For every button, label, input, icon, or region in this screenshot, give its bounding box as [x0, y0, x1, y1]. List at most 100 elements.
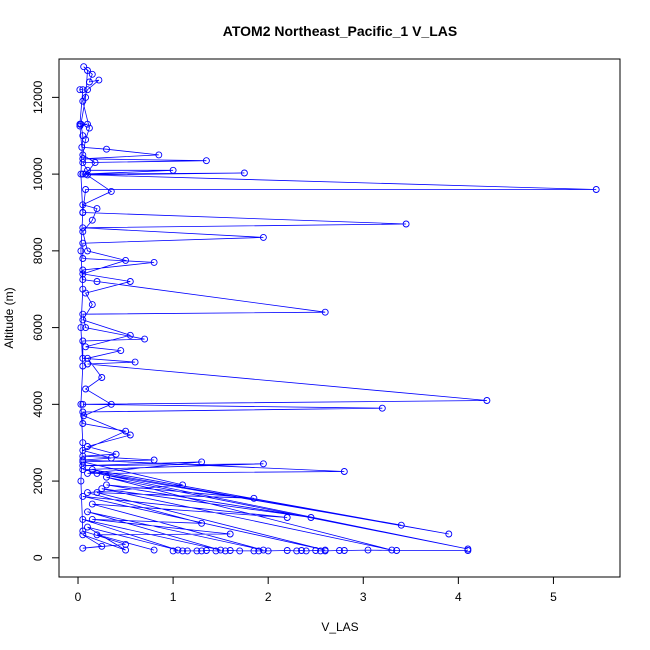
- data-point: [317, 547, 324, 555]
- data-point: [250, 494, 258, 502]
- data-point: [79, 270, 87, 278]
- x-tick-label: 0: [75, 590, 82, 604]
- data-point: [79, 515, 87, 523]
- data-point: [77, 120, 85, 128]
- data-point: [93, 205, 101, 213]
- data-point: [217, 546, 225, 554]
- data-point: [79, 337, 87, 345]
- data-point: [79, 354, 87, 362]
- data-point: [78, 143, 86, 151]
- series-layer: [76, 63, 600, 555]
- data-point: [364, 546, 372, 554]
- data-point: [88, 515, 96, 523]
- x-axis: 0 1 2 3 4 5: [75, 576, 557, 604]
- data-point: [126, 278, 134, 285]
- data-point: [445, 530, 453, 538]
- data-point: [79, 239, 87, 247]
- data-point: [174, 546, 182, 554]
- data-point: [264, 547, 272, 555]
- data-point: [202, 157, 210, 165]
- data-point: [298, 547, 305, 554]
- data-point: [77, 477, 85, 485]
- data-point: [80, 63, 88, 71]
- data-point: [302, 547, 310, 555]
- data-point: [193, 547, 201, 555]
- data-point: [321, 308, 329, 316]
- data-point: [93, 469, 101, 477]
- chart-title: ATOM2 Northeast_Pacific_1 V_LAS: [223, 23, 457, 39]
- y-tick-label: 12000: [31, 80, 45, 114]
- data-point: [88, 301, 96, 309]
- data-point: [259, 460, 267, 468]
- data-point: [82, 343, 90, 351]
- data-point: [126, 331, 134, 339]
- x-tick-label: 3: [360, 590, 367, 604]
- data-point: [169, 547, 177, 555]
- data-point: [283, 514, 291, 521]
- data-point: [79, 151, 87, 159]
- data-point: [79, 97, 87, 105]
- y-tick-label: 0: [31, 554, 45, 561]
- data-point: [212, 547, 220, 555]
- data-point: [107, 187, 115, 195]
- data-point: [226, 530, 234, 538]
- data-point: [340, 468, 348, 475]
- data-point: [312, 547, 320, 554]
- data-point: [77, 247, 85, 255]
- series-line-1: [79, 66, 597, 551]
- data-point: [84, 166, 91, 174]
- data-point: [84, 67, 91, 74]
- data-point: [88, 216, 96, 224]
- data-point: [259, 546, 267, 554]
- data-point: [79, 266, 87, 274]
- data-point: [88, 500, 96, 508]
- data-point: [179, 547, 187, 555]
- data-point: [95, 76, 103, 84]
- data-point: [122, 427, 130, 435]
- data-point: [179, 481, 187, 489]
- data-point: [79, 255, 87, 262]
- data-point: [122, 540, 130, 548]
- x-tick-label: 1: [170, 590, 177, 604]
- data-point: [79, 159, 87, 167]
- data-point: [82, 170, 90, 178]
- data-point: [79, 527, 87, 535]
- data-point: [82, 186, 90, 193]
- data-point: [84, 523, 91, 531]
- data-point: [112, 450, 120, 458]
- data-point: [79, 155, 87, 163]
- data-point: [198, 519, 206, 527]
- x-tick-label: 2: [265, 590, 272, 604]
- y-tick-label: 10000: [31, 157, 45, 191]
- data-point: [483, 397, 491, 404]
- data-point: [393, 547, 401, 554]
- data-point: [592, 186, 600, 193]
- x-tick-label: 5: [550, 590, 557, 604]
- data-point: [85, 78, 93, 86]
- data-point: [79, 201, 87, 209]
- data-point: [84, 247, 91, 255]
- data-point: [77, 400, 85, 408]
- data-point: [82, 136, 90, 144]
- data-point: [79, 544, 87, 552]
- data-point: [79, 458, 87, 466]
- data-point: [77, 324, 85, 332]
- data-point: [150, 258, 158, 266]
- data-point: [141, 335, 149, 343]
- data-point: [397, 521, 405, 529]
- data-point: [340, 547, 348, 554]
- data-point: [79, 492, 87, 500]
- data-point: [79, 209, 87, 216]
- data-point: [464, 547, 472, 554]
- data-point: [88, 466, 96, 474]
- data-point: [79, 439, 87, 447]
- data-point: [98, 485, 106, 493]
- data-point: [98, 374, 106, 381]
- data-point: [336, 547, 343, 554]
- data-point: [107, 400, 115, 408]
- data-point: [103, 145, 110, 153]
- y-axis: 0 2000 4000 6000 8000 10000 12000: [31, 80, 60, 561]
- data-point: [80, 412, 88, 420]
- data-point: [82, 324, 90, 332]
